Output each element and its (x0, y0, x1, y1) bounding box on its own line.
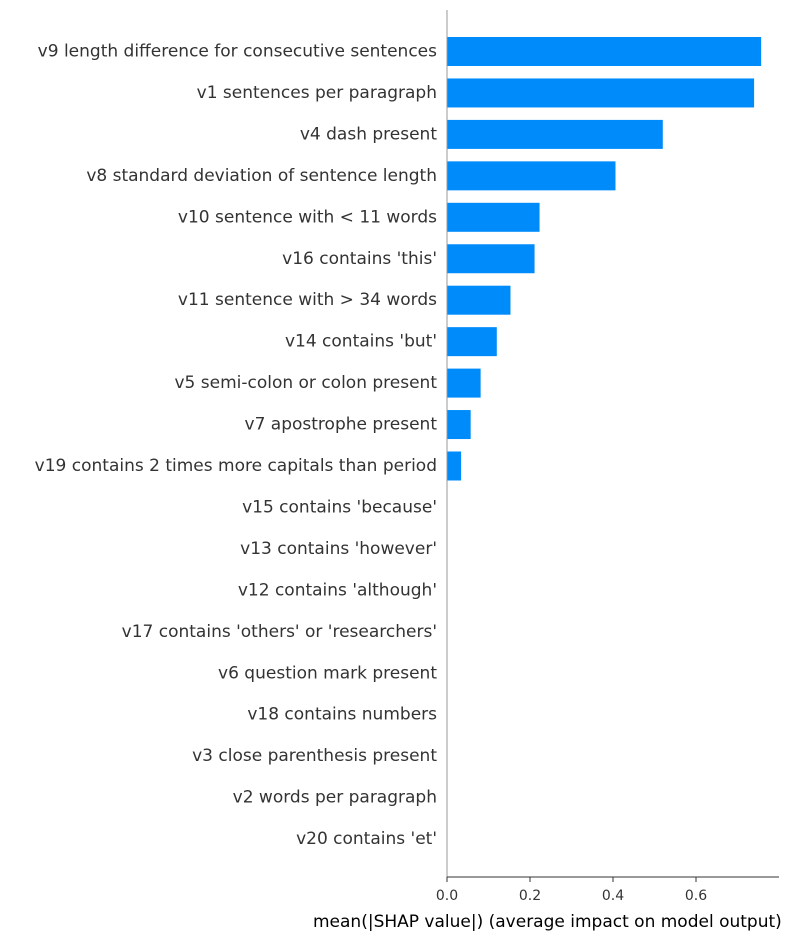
x-axis-label: mean(|SHAP value|) (average impact on mo… (313, 912, 782, 932)
y-tick-label: v4 dash present (300, 124, 437, 144)
y-tick-label: v2 words per paragraph (233, 788, 437, 808)
x-tick-label: 0.6 (685, 888, 707, 904)
bars-group (447, 37, 762, 481)
y-tick-label: v8 standard deviation of sentence length (86, 166, 437, 186)
bar (447, 37, 762, 66)
bar (447, 285, 511, 315)
bar (447, 410, 471, 440)
y-tick-label: v17 contains 'others' or 'researchers' (122, 622, 437, 642)
y-tick-label: v20 contains 'et' (296, 829, 437, 849)
bar (447, 244, 535, 274)
y-tick-label: v19 contains 2 times more capitals than … (35, 456, 437, 476)
x-tick-label: 0.4 (602, 888, 624, 904)
bar (447, 202, 540, 232)
y-tick-label: v10 sentence with < 11 words (178, 207, 437, 227)
y-tick-label: v13 contains 'however' (240, 539, 437, 559)
y-tick-label: v7 apostrophe present (245, 415, 438, 435)
bar (447, 161, 616, 191)
y-tick-label: v12 contains 'although' (238, 580, 437, 600)
y-tick-label: v11 sentence with > 34 words (178, 290, 437, 310)
x-ticks: 0.0 0.2 0.4 0.6 (436, 877, 707, 904)
y-tick-label: v14 contains 'but' (285, 332, 437, 352)
y-tick-label: v18 contains numbers (247, 705, 437, 725)
y-tick-label: v15 contains 'because' (242, 497, 437, 517)
y-tick-label: v5 semi-colon or colon present (174, 373, 437, 393)
bar (447, 78, 755, 108)
x-tick-label: 0.2 (519, 888, 541, 904)
y-tick-label: v3 close parenthesis present (192, 746, 437, 766)
bar (447, 327, 497, 357)
y-tick-label: v1 sentences per paragraph (197, 83, 437, 103)
y-tick-label: v16 contains 'this' (282, 249, 437, 269)
x-tick-label: 0.0 (436, 888, 458, 904)
bar (447, 451, 462, 481)
y-tick-label: v9 length difference for consecutive sen… (38, 42, 437, 62)
bar (447, 368, 481, 398)
y-tick-labels: v9 length difference for consecutive sen… (35, 42, 438, 850)
bar (447, 119, 663, 149)
y-tick-label: v6 question mark present (218, 663, 437, 683)
